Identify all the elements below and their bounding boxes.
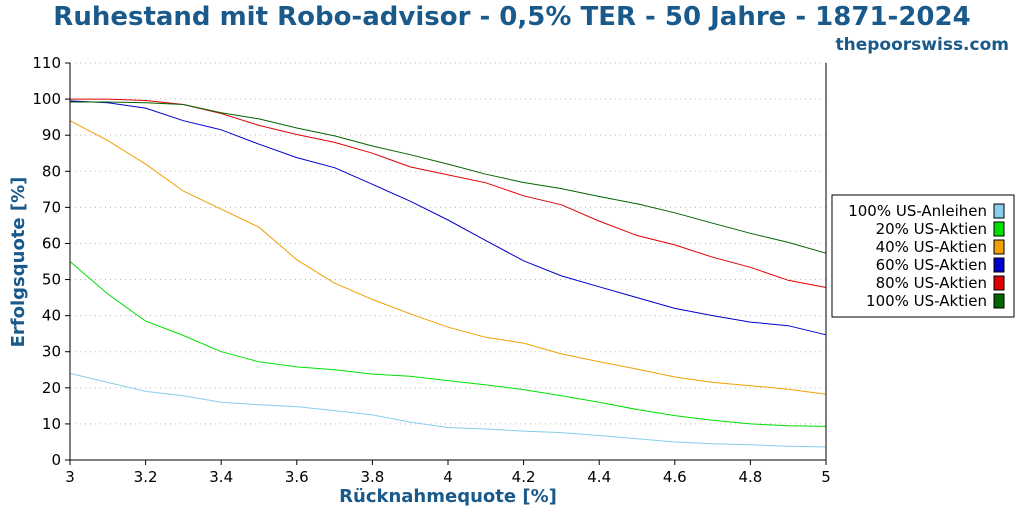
legend-label: 100% US-Anleihen: [848, 202, 987, 220]
legend-swatch: [993, 239, 1005, 255]
axes: [69, 63, 827, 461]
legend-label: 20% US-Aktien: [876, 220, 987, 238]
y-tick-label: 60: [42, 234, 61, 252]
legend-swatch: [993, 293, 1005, 309]
y-tick-label: 50: [42, 271, 61, 289]
y-tick-label: 70: [42, 198, 61, 216]
grid: [70, 62, 826, 425]
legend-box: [831, 194, 1015, 318]
legend-label: 80% US-Aktien: [876, 274, 987, 292]
series-line-1: [69, 261, 827, 427]
y-tick-label: 0: [51, 451, 61, 469]
legend-swatch: [993, 203, 1005, 219]
x-tick-label: 3: [65, 468, 75, 486]
legend-swatch: [993, 275, 1005, 291]
series-line-2: [69, 120, 827, 395]
series-line-5: [70, 101, 827, 254]
y-tick-label: 10: [42, 415, 61, 433]
x-tick-label: 4: [443, 468, 453, 486]
series-lines: [69, 98, 827, 448]
series-line-0: [69, 372, 827, 448]
x-tick-label: 4.6: [663, 468, 687, 486]
x-tick-labels: 3 3.2 3.4 3.6 3.8 4 4.2 4.4 4.6 4.8 5: [65, 460, 831, 486]
chart-title: Ruhestand mit Robo-advisor - 0,5% TER - …: [53, 2, 970, 32]
x-tick-label: 4.8: [738, 468, 762, 486]
x-tick-label: 3.8: [360, 468, 384, 486]
y-tick-label: 90: [42, 126, 61, 144]
y-tick-label: 30: [42, 343, 61, 361]
site-label: thepoorswiss.com: [836, 35, 1010, 55]
legend-swatch: [993, 257, 1005, 273]
y-tick-label: 100: [32, 90, 61, 108]
legend-label: 100% US-Aktien: [866, 292, 987, 310]
y-tick-label: 20: [42, 379, 61, 397]
x-tick-label: 3.4: [209, 468, 233, 486]
legend-swatch: [993, 221, 1005, 237]
legend-label: 60% US-Aktien: [876, 256, 987, 274]
x-axis-label: Rücknahmequote [%]: [339, 486, 557, 507]
series-line-3: [69, 100, 827, 336]
x-tick-label: 4.2: [512, 468, 536, 486]
y-tick-labels: 0 10 20 30 40 50 60 70 80 90 100 110: [32, 54, 70, 469]
series-line-4: [70, 98, 827, 288]
y-tick-label: 110: [32, 54, 61, 72]
x-tick-label: 4.4: [587, 468, 611, 486]
x-tick-label: 3.2: [134, 468, 158, 486]
y-tick-label: 80: [42, 162, 61, 180]
x-tick-label: 5: [821, 468, 831, 486]
legend-label: 40% US-Aktien: [876, 238, 987, 256]
y-axis-label: Erfolgsquote [%]: [8, 177, 29, 348]
y-tick-label: 40: [42, 307, 61, 325]
x-tick-label: 3.6: [285, 468, 309, 486]
